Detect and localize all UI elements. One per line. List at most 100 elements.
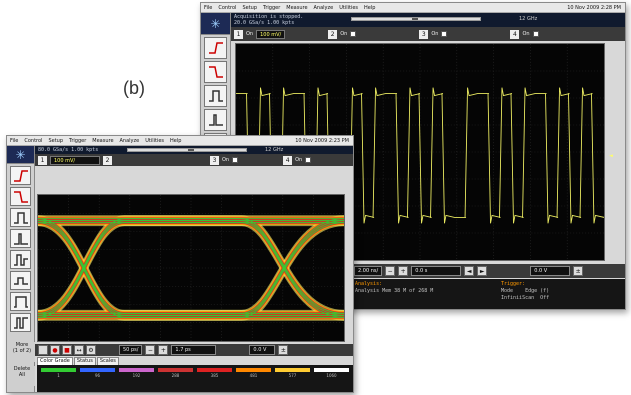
- edge-trigger-fall-icon[interactable]: [10, 187, 31, 206]
- grade-count: 385: [210, 373, 219, 378]
- timeout-trigger-icon[interactable]: [10, 292, 31, 311]
- menu-file[interactable]: File: [10, 138, 19, 144]
- menu-measure[interactable]: Measure: [286, 5, 308, 11]
- timebase-scrollbar[interactable]: [351, 17, 481, 21]
- timebase-up-button[interactable]: +: [158, 345, 169, 355]
- measure-record-icon[interactable]: ●: [50, 345, 60, 355]
- menu-trigger[interactable]: Trigger: [69, 138, 87, 144]
- menu-analyze[interactable]: Analyze: [119, 138, 140, 144]
- delay-right-button[interactable]: ►: [477, 266, 488, 276]
- ch4-button[interactable]: 4: [510, 29, 520, 39]
- menu-utilities[interactable]: Utilities: [339, 5, 359, 11]
- menu-bar: File Control Setup Trigger Measure Analyze Uti…: [201, 3, 625, 13]
- menu-file[interactable]: File: [204, 5, 213, 11]
- ch1-button[interactable]: 1: [38, 155, 47, 165]
- edge-trigger-rise-icon[interactable]: [10, 166, 31, 185]
- ch4-on-label: On: [522, 31, 530, 37]
- timebase-down-button[interactable]: −: [145, 345, 156, 355]
- delay-field[interactable]: 1.7 ps: [171, 345, 217, 355]
- window-trigger-icon[interactable]: [10, 271, 31, 290]
- waveform-graticule: [236, 44, 604, 260]
- menu-setup[interactable]: Setup: [48, 138, 64, 144]
- acq-rate-text: 80.0 GSa/s 1.00 kpts: [38, 147, 99, 153]
- trigger-level-spin[interactable]: ±: [278, 345, 289, 355]
- trigger-header: Trigger:: [501, 281, 526, 287]
- measure-stop-icon[interactable]: ■: [62, 345, 72, 355]
- grade-count: 577: [288, 373, 297, 378]
- measure-clear-icon[interactable]: [38, 345, 48, 355]
- ch2-checkbox[interactable]: [350, 31, 357, 37]
- ch4-checkbox[interactable]: [305, 157, 312, 163]
- date-time: 10 Nov 2009 2:23 PM: [295, 138, 349, 144]
- grade-level-7: 577: [275, 368, 310, 389]
- ch1-scale-field[interactable]: 100 mV/: [256, 29, 286, 39]
- trigger-level-field[interactable]: 0.0 V: [249, 345, 276, 355]
- ch3-checkbox[interactable]: [441, 31, 448, 37]
- bandwidth-text: 12 GHz: [519, 16, 538, 22]
- grade-level-4: 288: [158, 368, 193, 389]
- delete-all-button[interactable]: Delete All: [9, 366, 35, 386]
- menu-setup[interactable]: Setup: [242, 5, 258, 11]
- grade-count: 1060: [326, 373, 337, 378]
- ch3-checkbox[interactable]: [232, 157, 239, 163]
- color-grade-legend: 1 96 192 288 385 481 577 1060: [37, 365, 353, 392]
- measure-markers-icon[interactable]: ↔: [74, 345, 84, 355]
- menu-analyze[interactable]: Analyze: [313, 5, 334, 11]
- timebase-field[interactable]: 50 ps/: [119, 345, 143, 355]
- menu-measure[interactable]: Measure: [92, 138, 114, 144]
- delay-left-button[interactable]: ◄: [464, 266, 475, 276]
- glitch-icon[interactable]: [10, 229, 31, 248]
- grade-swatch: [314, 368, 349, 372]
- grade-count: 1: [57, 373, 60, 378]
- pulse-width-icon[interactable]: [204, 85, 227, 107]
- analysis-header: Analysis:: [355, 281, 383, 287]
- menu-control[interactable]: Control: [24, 138, 43, 144]
- delay-field[interactable]: 0.0 s: [411, 266, 462, 276]
- grade-count: 192: [132, 373, 141, 378]
- eye-diagram-display[interactable]: [37, 194, 345, 342]
- ch1-button[interactable]: 1: [234, 29, 243, 39]
- menu-utilities[interactable]: Utilities: [145, 138, 165, 144]
- ch2-button[interactable]: 2: [103, 155, 112, 165]
- more-button[interactable]: More (1 of 2): [9, 342, 35, 362]
- menu-help[interactable]: Help: [364, 5, 376, 11]
- results-tabs: Color Grade Status Scales: [37, 357, 119, 366]
- ch4-checkbox[interactable]: [532, 31, 539, 37]
- runt-icon[interactable]: [10, 250, 31, 269]
- front-scope-window: File Control Setup Trigger Measure Analyze Uti…: [6, 135, 354, 393]
- grade-level-3: 192: [119, 368, 154, 389]
- ch4-button[interactable]: 4: [283, 155, 293, 165]
- ch1-scale-field[interactable]: 100 mV/: [50, 155, 100, 165]
- grade-swatch: [236, 368, 271, 372]
- timebase-field[interactable]: 2.00 ns/: [354, 266, 383, 276]
- grade-level-8: 1060: [314, 368, 349, 389]
- edge-trigger-rise-icon[interactable]: [204, 37, 227, 59]
- ch3-button[interactable]: 3: [210, 155, 219, 165]
- menu-control[interactable]: Control: [218, 5, 237, 11]
- ch2-button[interactable]: 2: [328, 29, 338, 39]
- grade-level-2: 96: [80, 368, 115, 389]
- menu-help[interactable]: Help: [170, 138, 182, 144]
- trigger-level-spin[interactable]: ±: [573, 266, 584, 276]
- timebase-down-button[interactable]: −: [385, 266, 396, 276]
- edge-trigger-fall-icon[interactable]: [204, 61, 227, 83]
- grade-level-6: 481: [236, 368, 271, 389]
- trigger-level-field[interactable]: 0.0 V: [530, 266, 571, 276]
- ch1-on-label: On: [246, 31, 254, 37]
- acq-rate-text: 20.0 GSa/s 1.00 kpts: [234, 20, 295, 26]
- logo-icon: ✳: [201, 13, 230, 35]
- pulse-width-icon[interactable]: [10, 208, 31, 227]
- acq-state-text: Acquisition is stopped.: [234, 14, 304, 20]
- pattern-trigger-icon[interactable]: [10, 313, 31, 332]
- ch3-button[interactable]: 3: [419, 29, 429, 39]
- mode-label: Mode: [501, 288, 514, 294]
- glitch-icon[interactable]: [204, 109, 227, 131]
- timebase-up-button[interactable]: +: [398, 266, 409, 276]
- horizontal-control-bar: ● ■ ↔ ⚙ 50 ps/ − + 1.7 ps 0.0 V ±: [35, 344, 353, 356]
- date-time: 10 Nov 2009 2:28 PM: [567, 5, 621, 11]
- grade-swatch: [275, 368, 310, 372]
- timebase-scrollbar[interactable]: [127, 148, 247, 152]
- grade-count: 288: [171, 373, 180, 378]
- measure-settings-icon[interactable]: ⚙: [86, 345, 96, 355]
- menu-trigger[interactable]: Trigger: [263, 5, 281, 11]
